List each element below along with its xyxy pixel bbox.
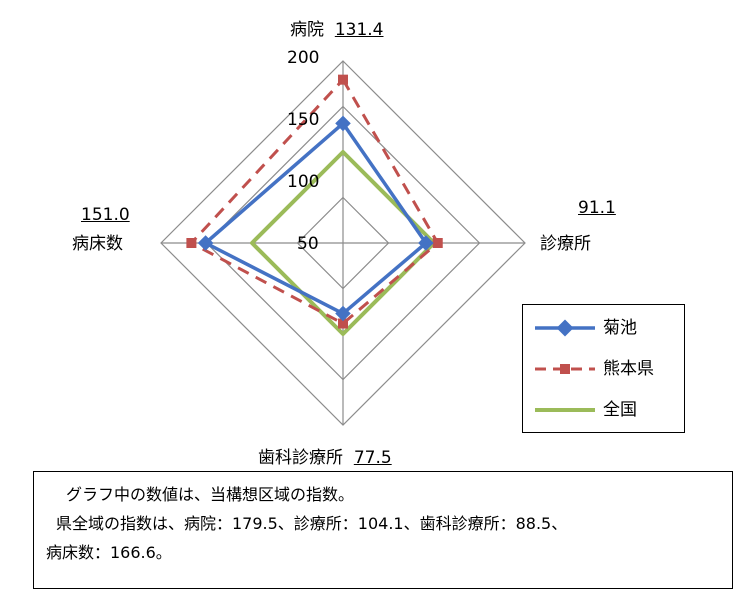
tick-label-100: 100 bbox=[287, 172, 320, 192]
series-1-point-3 bbox=[186, 238, 197, 248]
legend-label-national: 全国 bbox=[603, 400, 637, 420]
axis-label-beds: 病床数 bbox=[72, 234, 123, 254]
chart-legend: 菊池 熊本県 全国 bbox=[522, 304, 685, 433]
series-0-point-1 bbox=[418, 235, 434, 251]
series-line-1 bbox=[189, 78, 440, 326]
note-line-2: 県全域の指数は、病院：179.5、診療所：104.1、歯科診療所：88.5、 bbox=[56, 514, 568, 533]
note-line-3: 病床数：166.6。 bbox=[46, 543, 172, 562]
axis-value-beds: 151.0 bbox=[81, 205, 130, 225]
series-1-point-0 bbox=[338, 74, 348, 85]
tick-label-50: 50 bbox=[297, 234, 319, 254]
legend-label-kumamoto: 熊本県 bbox=[603, 359, 654, 379]
series-1-point-2 bbox=[338, 318, 348, 329]
axis-value-clinic: 91.1 bbox=[578, 198, 616, 218]
radar-chart bbox=[160, 60, 526, 426]
series-1-point-1 bbox=[432, 238, 443, 248]
note-line-1: グラフ中の数値は、当構想区域の指数。 bbox=[66, 485, 355, 504]
axis-label-dental: 歯科診療所 77.5 bbox=[258, 448, 392, 468]
series-0-point-3 bbox=[197, 235, 214, 251]
note-box: グラフ中の数値は、当構想区域の指数。 県全域の指数は、病院：179.5、診療所：… bbox=[33, 471, 733, 589]
tick-label-200: 200 bbox=[287, 48, 320, 68]
axis-value-dental: 77.5 bbox=[353, 448, 392, 468]
legend-label-kikuchi: 菊池 bbox=[603, 318, 637, 338]
radar-grid bbox=[160, 60, 526, 426]
axis-label-clinic: 診療所 bbox=[540, 234, 591, 254]
axis-label-hospital: 病院 131.4 bbox=[290, 20, 384, 40]
tick-label-150: 150 bbox=[287, 110, 320, 130]
axis-value-hospital: 131.4 bbox=[334, 20, 384, 40]
